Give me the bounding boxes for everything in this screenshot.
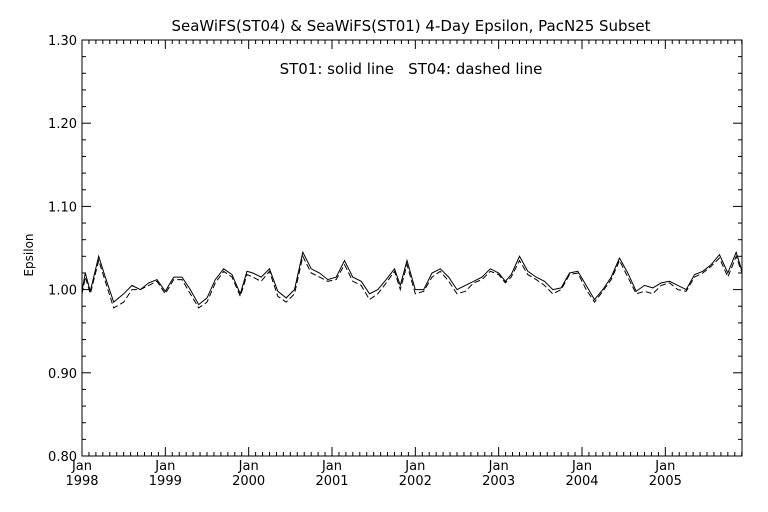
plot-frame [81, 39, 743, 457]
x-tick-month: Jan [404, 459, 425, 474]
x-tick-month: Jan [571, 459, 592, 474]
y-tick-label: 1.20 [48, 117, 77, 132]
y-tick-label: 0.80 [48, 450, 77, 465]
series-layer [81, 250, 743, 309]
x-tick-year: 2005 [649, 474, 682, 489]
x-tick-year: 2000 [232, 474, 265, 489]
x-tick-month: Jan [71, 459, 92, 474]
y-tick-label: 1.10 [48, 200, 77, 215]
y-tick-label: 1.30 [48, 34, 77, 49]
y-tick-label: 1.00 [48, 284, 77, 299]
x-tick-month: Jan [238, 459, 259, 474]
line-style-note: ST01: solid line ST04: dashed line [280, 60, 543, 78]
x-tick-month: Jan [321, 459, 342, 474]
x-tick-year: 2003 [482, 474, 515, 489]
x-tick-month: Jan [488, 459, 509, 474]
x-axis: Jan1998Jan1999Jan2000Jan2001Jan2002Jan20… [65, 40, 743, 489]
y-axis-label: Epsilon [22, 233, 36, 276]
x-tick-year: 2001 [315, 474, 348, 489]
x-tick-year: 2004 [565, 474, 598, 489]
y-tick-label: 0.90 [48, 367, 77, 382]
x-tick-month: Jan [654, 459, 675, 474]
x-tick-year: 2002 [399, 474, 432, 489]
x-tick-year: 1999 [149, 474, 182, 489]
y-axis: 0.80 0.90 1.00 1.10 1.20 1.30 [48, 34, 742, 465]
series-line-st04 [81, 254, 743, 309]
chart-title: SeaWiFS(ST04) & SeaWiFS(ST01) 4-Day Epsi… [171, 17, 650, 35]
x-tick-month: Jan [154, 459, 175, 474]
series-line-st01 [81, 250, 743, 306]
x-tick-year: 1998 [65, 474, 98, 489]
